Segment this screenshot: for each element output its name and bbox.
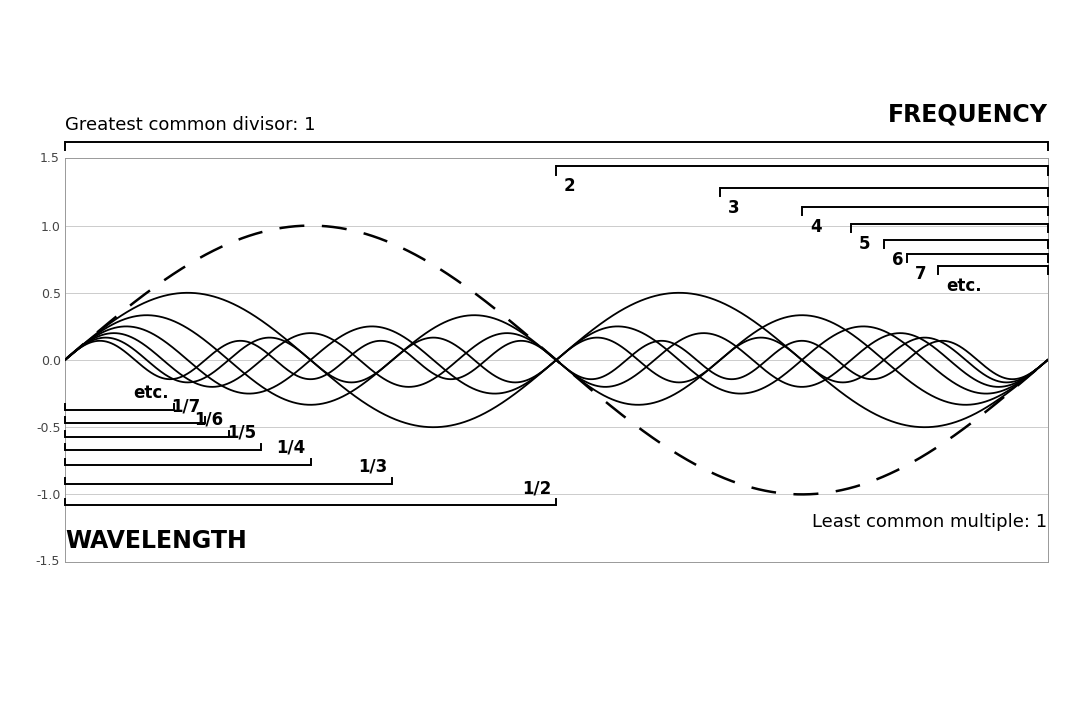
Text: 1/6: 1/6 [194, 410, 224, 428]
Text: 2: 2 [564, 177, 576, 195]
Text: 3: 3 [728, 199, 740, 217]
Text: 1/2: 1/2 [522, 479, 551, 497]
Text: FREQUENCY: FREQUENCY [888, 102, 1048, 126]
Text: Least common multiple: 1: Least common multiple: 1 [812, 513, 1048, 531]
Text: 4: 4 [810, 217, 822, 235]
Text: 1/7: 1/7 [171, 397, 200, 415]
Text: 7: 7 [915, 264, 927, 282]
Text: 1/3: 1/3 [359, 458, 388, 476]
Text: etc.: etc. [946, 276, 982, 294]
Text: WAVELENGTH: WAVELENGTH [65, 529, 246, 554]
Text: 5: 5 [859, 235, 870, 253]
Text: etc.: etc. [134, 384, 170, 402]
Text: Greatest common divisor: 1: Greatest common divisor: 1 [65, 116, 315, 134]
Text: 1/5: 1/5 [227, 424, 256, 442]
Text: 6: 6 [892, 251, 903, 269]
Text: 1/4: 1/4 [276, 438, 306, 456]
Text: -1.5: -1.5 [36, 555, 59, 568]
Text: 1.5: 1.5 [40, 152, 59, 165]
